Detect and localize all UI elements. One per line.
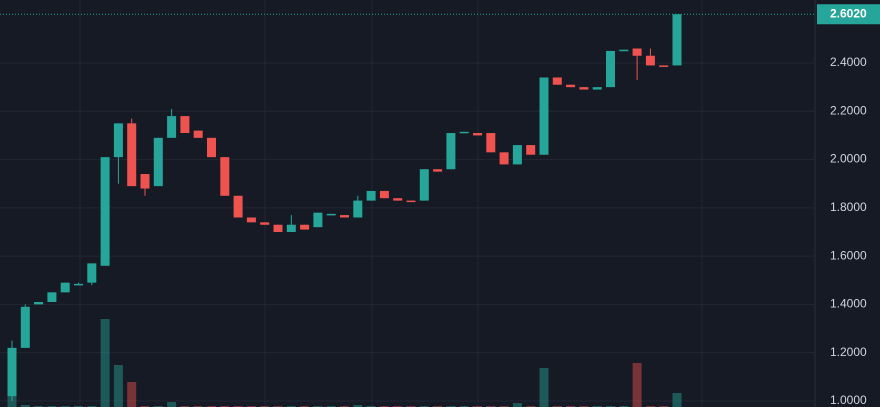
candle-body [579,87,589,90]
candle-body [645,55,655,66]
volume-bar [539,368,549,407]
last-price-box [817,4,880,25]
candle-body [619,49,629,52]
candle-body [260,222,270,225]
candle-body [459,131,469,134]
candle-body [512,145,522,165]
candle-body [60,282,70,293]
candle-body [606,50,615,88]
candle-body [34,301,44,305]
candle-body [74,283,83,286]
candle-body [473,133,482,136]
volume-bar [20,405,30,407]
candle-body [366,190,376,201]
volume-bar [113,365,123,407]
volume-bar [127,382,137,407]
candle-body [659,65,669,67]
candle-body [566,84,576,88]
candle-body [207,137,216,158]
volume-bar [353,405,363,407]
candle-body [100,157,110,266]
vertical-grid [79,0,703,407]
candle-body [526,145,536,155]
volume-bar [100,319,110,407]
candle-body [552,77,562,85]
y-tick-label: 1.4000 [830,297,867,311]
candle-body [313,212,323,228]
candle-body [486,133,496,153]
volume-bar [512,403,522,407]
candle-body [233,195,243,218]
candle-body [127,123,137,187]
candle-body [113,123,123,158]
candle-body [47,292,57,302]
candle-body [592,87,602,90]
candle-body [433,169,443,172]
candle-body [167,116,177,138]
candle-body [153,137,163,187]
candle-body [406,200,416,203]
candle-body [300,224,310,230]
candle-body [672,14,682,66]
candle-body [20,306,30,348]
y-tick-label: 2.2000 [830,103,867,117]
candle-body [379,190,389,199]
volume-bar [632,363,642,407]
candle-body [220,157,230,196]
y-tick-label: 1.0000 [830,393,867,407]
candle-body [446,133,456,170]
candle-body [7,347,17,397]
volume-bar [672,393,682,407]
y-tick-label: 2.0000 [830,152,867,166]
candle-body [340,215,349,218]
candle-body [539,77,549,155]
volume-bar [167,402,177,407]
candle-body [499,152,509,165]
candle-body [193,130,203,138]
candle-body [273,224,283,232]
candle-body [140,174,150,189]
candle-body [87,263,97,283]
candle-body [353,200,363,218]
candle-body [326,213,336,216]
candle-body [393,198,403,201]
y-tick-label: 1.6000 [830,248,867,262]
candle-body [419,169,429,201]
candle-body [632,48,642,56]
candle-body [246,217,256,223]
last-price-label: 2.6020 [830,6,867,20]
y-tick-label: 1.8000 [830,200,867,214]
y-tick-label: 2.4000 [830,55,867,69]
y-tick-label: 1.2000 [830,345,867,359]
candle-body [286,224,296,232]
candle-body [180,116,190,134]
